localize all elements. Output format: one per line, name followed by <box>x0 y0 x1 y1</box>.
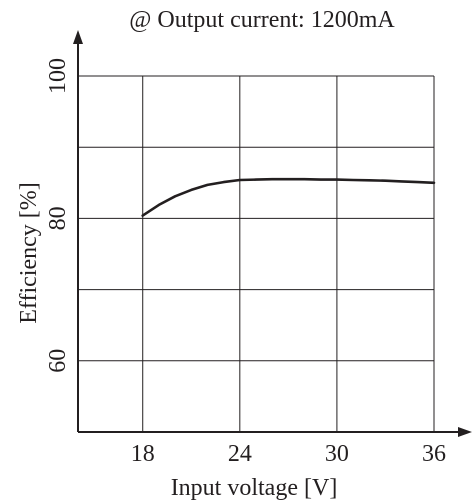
tick-labels: 18 24 30 36 60 80 100 <box>45 58 446 467</box>
axes <box>73 30 472 437</box>
y-tick-label: 80 <box>45 206 71 230</box>
y-tick-label: 60 <box>45 349 71 373</box>
x-tick-label: 36 <box>422 441 446 467</box>
grid-lines <box>78 75 435 432</box>
chart-title: @ Output current: 1200mA <box>129 7 395 33</box>
series-layer <box>141 177 436 217</box>
x-axis-label: Input voltage [V] <box>171 475 338 501</box>
y-axis-label: Efficiency [%] <box>16 182 42 323</box>
y-axis-arrow <box>73 30 83 44</box>
x-axis-arrow <box>458 427 472 437</box>
x-tick-label: 18 <box>131 441 155 467</box>
x-tick-label: 30 <box>325 441 349 467</box>
y-tick-label: 100 <box>45 58 71 94</box>
x-tick-label: 24 <box>228 441 252 467</box>
efficiency-series-line <box>141 177 436 217</box>
